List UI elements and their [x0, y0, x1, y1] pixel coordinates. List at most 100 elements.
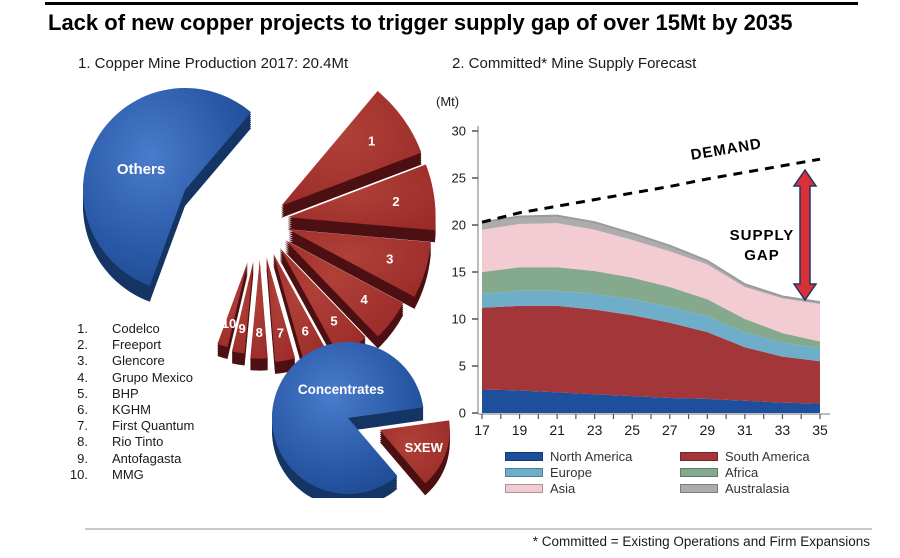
- producer-item: 10. MMG: [50, 468, 260, 482]
- legend-item-north-america: North America: [505, 449, 680, 464]
- producer-item: 8. Rio Tinto: [50, 435, 260, 449]
- pie-slice: [288, 229, 431, 297]
- pie-slice: [287, 164, 436, 231]
- rank-slice-label: 2: [392, 194, 399, 209]
- supply-gap-arrow: [792, 168, 818, 302]
- supply-gap-label: SUPPLY: [730, 227, 795, 244]
- footer-rule: [85, 528, 872, 530]
- legend-swatch: [680, 468, 718, 477]
- y-axis-unit-label: (Mt): [436, 94, 459, 109]
- demand-label: DEMAND: [689, 135, 763, 164]
- y-tick-label: 5: [459, 359, 466, 374]
- area-band-europe: [482, 290, 820, 362]
- pie-slice: [285, 239, 404, 337]
- supply-gap-label: GAP: [744, 247, 780, 264]
- rank-slice-label: 5: [330, 314, 337, 329]
- producer-rank: 7.: [77, 418, 88, 434]
- producer-name: Codelco: [112, 321, 160, 336]
- x-tick-label: 21: [549, 422, 565, 438]
- producer-item: 1. Codelco: [50, 322, 260, 336]
- y-tick-label: 25: [452, 171, 466, 186]
- producer-name: Freeport: [112, 337, 162, 353]
- legend-swatch: [505, 468, 543, 477]
- legend-label: Australasia: [725, 481, 790, 496]
- producer-name: First Quantum: [112, 418, 195, 434]
- left-chart-heading: 1. Copper Mine Production 2017: 20.4Mt: [78, 55, 349, 72]
- legend-item-europe: Europe: [505, 465, 680, 480]
- pie-slice: [379, 420, 450, 484]
- x-tick-label: 25: [624, 422, 640, 438]
- x-tick-label: 35: [812, 422, 828, 438]
- page-title: Lack of new copper projects to trigger s…: [48, 10, 793, 35]
- producer-list: 1. Codelco 2. Freeport 3. Glencore 4. Grupo Mex…: [50, 322, 260, 481]
- producer-rank: 10.: [69, 466, 88, 482]
- y-tick-label: 30: [452, 124, 466, 139]
- producer-rank: 4.: [77, 369, 88, 385]
- sxew-slice-label: SXEW: [405, 440, 444, 455]
- legend-swatch: [680, 452, 718, 461]
- producer-item: 3. Glencore: [50, 354, 260, 368]
- pie-slice: [231, 260, 254, 354]
- top-rule: [45, 2, 858, 5]
- concentrates-sxew-pie-chart: Concentrates SXEW: [272, 342, 450, 498]
- legend-label: Africa: [725, 465, 759, 480]
- y-tick-label: 10: [452, 312, 466, 327]
- supply-forecast-chart: 0 5 10 15 20 25 30 (Mt) 17 19 21 23 25 27 29 31 33 35 DEMA…: [436, 94, 830, 438]
- footnote: * Committed = Existing Operations and Fi…: [532, 534, 870, 549]
- producer-rank: 3.: [77, 353, 88, 369]
- producer-name: Glencore: [112, 353, 165, 369]
- producer-name: MMG: [112, 466, 144, 482]
- y-tick-label: 0: [459, 406, 466, 421]
- pie-slice: [279, 247, 366, 357]
- area-band-south-america: [482, 305, 820, 404]
- legend-swatch: [680, 484, 718, 493]
- producer-rank: 6.: [77, 401, 88, 417]
- x-tick-label: 33: [775, 422, 791, 438]
- x-tick-label: 29: [700, 422, 716, 438]
- producer-item: 4. Grupo Mexico: [50, 369, 260, 385]
- legend-label: South America: [725, 449, 810, 464]
- x-tick-label: 23: [587, 422, 603, 438]
- rank-slice-label: 6: [302, 323, 309, 338]
- pie-slice: [281, 91, 422, 206]
- pie-slice: [273, 253, 329, 364]
- producer-rank: 5.: [77, 385, 88, 401]
- right-chart-heading: 2. Committed* Mine Supply Forecast: [452, 55, 697, 72]
- legend-item-australasia: Australasia: [680, 481, 865, 496]
- supply-top-line: [481, 214, 821, 304]
- producer-name: BHP: [112, 385, 139, 401]
- others-slice-label: Others: [117, 161, 165, 178]
- chart-legend: North America South America Europe Africa As…: [505, 449, 865, 496]
- producer-item: 6. KGHM: [50, 403, 260, 417]
- producer-item: 7. First Quantum: [50, 419, 260, 433]
- producer-item: 2. Freeport: [50, 338, 260, 352]
- producer-item: 5. BHP: [50, 387, 260, 401]
- legend-item-south-america: South America: [680, 449, 865, 464]
- producer-rank: 2.: [77, 337, 88, 353]
- pie-slice: [250, 259, 268, 359]
- producer-rank: 8.: [77, 434, 88, 450]
- production-pie-chart: Others 10 9 8 7 6 5 4 3 2 1: [83, 88, 436, 376]
- x-tick-label: 31: [737, 422, 753, 438]
- producer-name: Antofagasta: [112, 450, 182, 466]
- rank-slice-label: 3: [386, 252, 393, 267]
- producer-name: KGHM: [112, 401, 151, 417]
- y-tick-label: 15: [452, 265, 466, 280]
- area-band-australasia: [482, 215, 820, 304]
- concentrates-slice-label: Concentrates: [298, 382, 384, 397]
- y-tick-label: 20: [452, 218, 466, 233]
- x-tick-label: 19: [512, 422, 528, 438]
- pie-slice: [266, 257, 296, 362]
- legend-label: Europe: [550, 465, 592, 480]
- pie-slice: [217, 261, 248, 348]
- pie-slice: [83, 88, 252, 286]
- producer-rank: 1.: [77, 321, 88, 336]
- legend-item-asia: Asia: [505, 481, 680, 496]
- rank-slice-label: 10: [222, 316, 236, 331]
- demand-line: [481, 157, 821, 224]
- x-tick-label: 17: [474, 422, 490, 438]
- area-band-africa: [482, 267, 820, 349]
- legend-swatch: [505, 484, 543, 493]
- producer-item: 9. Antofagasta: [50, 450, 260, 466]
